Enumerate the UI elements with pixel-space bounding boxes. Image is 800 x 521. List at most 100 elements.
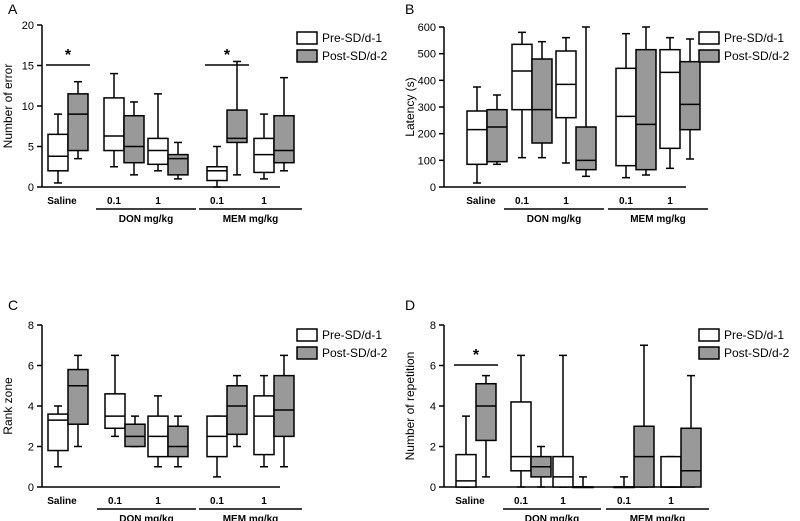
group-label: DON mg/kg [525, 514, 579, 521]
pre-box [253, 374, 275, 468]
legend-label: Post-SD/d-2 [724, 346, 790, 360]
box-iqr [253, 137, 275, 174]
chart-panel-b: B 0 100 200 300 400 500 600 Latency (s) Saline 0.1… [403, 1, 790, 225]
x-category-label: 0.1 [107, 196, 121, 207]
pre-box [659, 36, 681, 170]
y-tick-label: 15 [22, 61, 34, 73]
y-tick-label: 0 [430, 182, 436, 194]
box-iqr [206, 166, 228, 182]
y-tick-label: 0 [430, 482, 436, 494]
post-box [226, 60, 248, 176]
y-tick-label: 600 [418, 22, 436, 34]
box-iqr [104, 393, 126, 430]
y-tick-label: 500 [418, 49, 436, 61]
post-box [680, 374, 702, 488]
group-label: DON mg/kg [527, 214, 581, 225]
box-iqr [124, 423, 146, 448]
box-iqr [659, 48, 681, 150]
y-tick-label: 0 [28, 482, 34, 494]
x-category-label: Saline [466, 196, 496, 207]
x-category-label: 1 [563, 196, 569, 207]
x-category-label: 0.1 [617, 496, 631, 507]
post-box [123, 101, 145, 176]
box-iqr [253, 395, 275, 456]
pre-box [552, 354, 574, 488]
post-box [167, 141, 189, 180]
legend-swatch [296, 346, 318, 360]
legend-swatch [296, 31, 318, 45]
legend-label: Post-SD/d-2 [724, 49, 790, 63]
pre-box [511, 31, 533, 159]
box-iqr [226, 385, 248, 436]
post-box [167, 415, 189, 468]
box-iqr [660, 455, 682, 488]
y-tick-label: 300 [418, 102, 436, 114]
box-iqr [103, 97, 125, 152]
y-tick-label: 2 [430, 442, 436, 454]
post-box [475, 374, 497, 478]
pre-box [510, 354, 532, 488]
box-iqr [475, 382, 497, 442]
pre-box [147, 93, 169, 172]
box-iqr [486, 108, 508, 163]
post-box [67, 354, 89, 448]
x-category-label: Saline [47, 196, 77, 207]
x-category-label: 0.1 [210, 196, 224, 207]
box-iqr [635, 48, 657, 171]
post-box [635, 26, 657, 176]
box-iqr [466, 110, 488, 166]
pre-box [555, 36, 577, 164]
pre-box [206, 145, 228, 188]
significance-star: * [224, 47, 231, 64]
group-label: MEM mg/kg [223, 514, 279, 521]
legend-swatch [698, 328, 720, 342]
pre-box [455, 415, 477, 488]
box-iqr [226, 109, 248, 144]
pre-box [613, 476, 635, 489]
pre-box [615, 32, 637, 179]
y-tick-label: 100 [418, 155, 436, 167]
panel-letter: D [405, 297, 415, 313]
box-iqr [273, 374, 295, 438]
legend-swatch [698, 31, 720, 45]
box-iqr [531, 58, 553, 144]
post-box [226, 374, 248, 448]
group-label: MEM mg/kg [630, 214, 686, 225]
y-tick-label: 6 [28, 361, 34, 373]
box-iqr [552, 455, 574, 488]
box-iqr [47, 133, 69, 172]
panel-letter: A [8, 1, 18, 17]
legend-label: Pre-SD/d-1 [322, 31, 382, 45]
post-box [124, 415, 146, 448]
y-tick-label: 400 [418, 75, 436, 87]
y-tick-label: 0 [28, 182, 34, 194]
x-category-label: Saline [47, 496, 77, 507]
x-category-label: 1 [261, 196, 267, 207]
legend-swatch [698, 49, 720, 63]
x-category-label: Saline [455, 496, 485, 507]
y-tick-label: 4 [28, 401, 34, 413]
post-box [273, 354, 295, 468]
y-tick-label: 5 [28, 142, 34, 154]
pre-box [147, 395, 169, 468]
y-tick-label: 10 [22, 101, 34, 113]
box-iqr [123, 114, 145, 164]
post-box [575, 26, 597, 178]
x-category-label: 1 [668, 496, 674, 507]
legend-label: Pre-SD/d-1 [724, 328, 784, 342]
legend-swatch [296, 328, 318, 342]
box-iqr [680, 427, 702, 488]
x-category-label: 1 [560, 496, 566, 507]
legend-swatch [296, 49, 318, 63]
y-tick-label: 6 [430, 361, 436, 373]
legend-label: Post-SD/d-2 [322, 49, 388, 63]
post-box [486, 94, 508, 166]
legend-label: Post-SD/d-2 [322, 346, 388, 360]
box-iqr [167, 153, 189, 176]
panel-letter: B [405, 1, 414, 17]
post-box [572, 476, 594, 489]
y-tick-label: 8 [28, 320, 34, 332]
y-tick-label: 20 [22, 20, 34, 32]
post-box [633, 344, 655, 488]
y-tick-label: 2 [28, 442, 34, 454]
